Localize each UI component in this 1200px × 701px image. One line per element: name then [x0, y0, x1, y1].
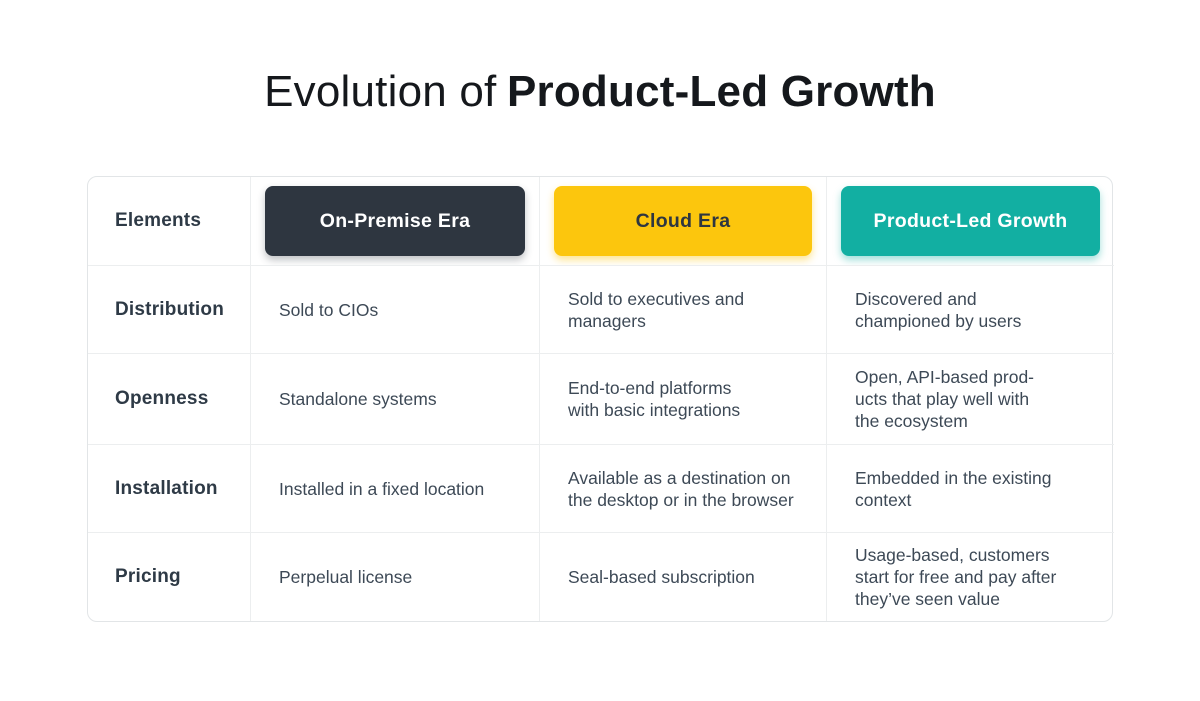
cell-installation-plg: Embedded in the existing context: [826, 444, 1114, 532]
header-cell-on-premise: On-Premise Era: [250, 177, 539, 265]
row-label-installation: Installation: [88, 444, 250, 532]
page-title-regular: Evolution of: [264, 67, 497, 116]
on-premise-era-badge: On-Premise Era: [265, 186, 525, 256]
header-cell-plg: Product-Led Growth: [826, 177, 1114, 265]
cell-openness-plg: Open, API-based prod- ucts that play wel…: [826, 353, 1114, 444]
product-led-growth-badge: Product-Led Growth: [841, 186, 1100, 256]
cell-installation-on-premise: Installed in a fixed location: [250, 444, 539, 532]
row-label-distribution: Distribution: [88, 265, 250, 353]
cell-distribution-plg: Discovered and championed by users: [826, 265, 1114, 353]
cell-distribution-cloud: Sold to executives and managers: [539, 265, 826, 353]
row-label-openness: Openness: [88, 353, 250, 444]
comparison-table: Elements On-Premise Era Cloud Era Produc…: [87, 176, 1114, 622]
row-label-pricing: Pricing: [88, 532, 250, 621]
cloud-era-badge: Cloud Era: [554, 186, 812, 256]
cell-distribution-on-premise: Sold to CIOs: [250, 265, 539, 353]
cell-pricing-on-premise: Perpelual license: [250, 532, 539, 621]
page-title: Evolution of Product-Led Growth: [0, 67, 1200, 117]
header-cell-cloud: Cloud Era: [539, 177, 826, 265]
cell-pricing-plg: Usage-based, customers start for free an…: [826, 532, 1114, 621]
cell-openness-on-premise: Standalone systems: [250, 353, 539, 444]
cell-openness-cloud: End-to-end platforms with basic integrat…: [539, 353, 826, 444]
corner-header-elements: Elements: [115, 210, 202, 231]
page-title-bold: Product-Led Growth: [506, 67, 936, 116]
cell-installation-cloud: Available as a destination on the deskto…: [539, 444, 826, 532]
cell-pricing-cloud: Seal-based subscription: [539, 532, 826, 621]
